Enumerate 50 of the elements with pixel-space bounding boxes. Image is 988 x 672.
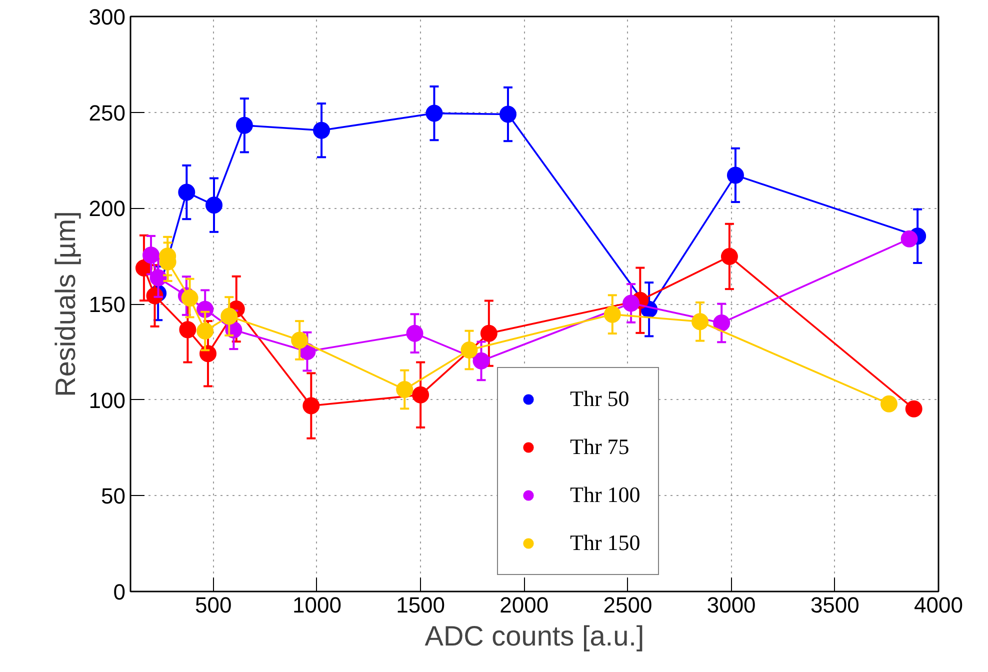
point <box>499 106 516 123</box>
point <box>880 395 898 412</box>
x-tick-label: 2000 <box>500 592 549 618</box>
point <box>179 321 196 338</box>
point <box>604 306 621 323</box>
point <box>406 324 424 342</box>
point <box>726 166 744 184</box>
point <box>196 322 214 340</box>
point <box>313 122 330 139</box>
x-tick-label: 1500 <box>396 592 446 618</box>
point <box>142 246 160 264</box>
point <box>713 314 730 332</box>
y-tick-label: 300 <box>88 4 126 30</box>
point <box>291 332 308 349</box>
x-axis-title: ADC counts [a.u.] <box>424 620 644 652</box>
y-tick-label: 200 <box>88 196 126 222</box>
legend-label: Thr 50 <box>570 386 630 412</box>
x-tick-label: 2500 <box>603 592 652 618</box>
y-tick-label: 0 <box>113 580 126 604</box>
point <box>150 269 167 286</box>
point <box>622 294 640 312</box>
y-tick-label: 100 <box>88 388 126 413</box>
legend-label: Thr 100 <box>570 482 640 508</box>
point <box>302 397 320 414</box>
point <box>480 324 498 342</box>
x-tick-label: 3000 <box>706 592 756 618</box>
x-tick-label: 3500 <box>810 592 860 618</box>
x-tick-label: 4000 <box>914 592 963 618</box>
x-tick-label: 500 <box>195 592 232 618</box>
point <box>426 104 443 122</box>
x-tick-label: 1000 <box>292 592 342 618</box>
point <box>472 352 490 370</box>
y-tick-label: 250 <box>88 100 126 126</box>
y-tick-label: 50 <box>101 484 126 509</box>
point <box>396 381 414 398</box>
legend-label: Thr 150 <box>570 530 640 556</box>
point <box>460 342 478 358</box>
point <box>236 116 253 134</box>
point <box>412 386 430 404</box>
y-axis-title: Residuals [µm] <box>50 211 81 397</box>
point <box>905 400 922 418</box>
point <box>178 184 196 201</box>
y-tick-label: 150 <box>88 292 126 317</box>
point <box>181 290 198 307</box>
point <box>205 196 222 214</box>
point <box>220 308 238 325</box>
point <box>720 248 738 265</box>
legend-label: Thr 75 <box>570 434 630 460</box>
point <box>900 230 918 248</box>
point <box>692 313 709 330</box>
